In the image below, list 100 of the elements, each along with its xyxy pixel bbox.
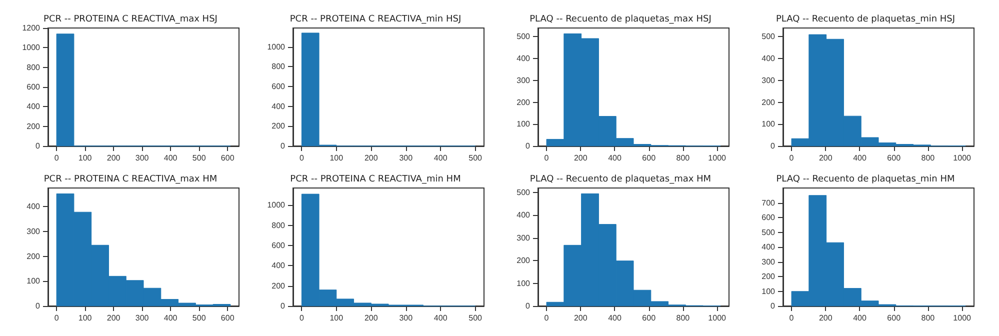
x-tick-label: 1000	[953, 314, 972, 322]
y-tick-label: 400	[762, 242, 776, 252]
y-tick-label: 100	[516, 278, 531, 288]
chart-title: PLAQ -- Recuento de plaquetas_max HSJ	[530, 14, 712, 24]
x-tick-label: 600	[887, 154, 902, 162]
x-tick-label: 100	[330, 314, 344, 322]
x-tick-label: 300	[135, 314, 150, 322]
x-tick-label: 1000	[953, 154, 972, 162]
x-tick-label: 500	[468, 154, 483, 162]
y-tick-label: 200	[762, 272, 776, 281]
y-tick-label: 200	[516, 256, 531, 266]
y-tick-label: 0	[526, 142, 531, 150]
chart-title: PCR -- PROTEINA C REACTIVA_max HSJ	[44, 14, 218, 24]
x-tick-label: 1000	[708, 314, 727, 322]
y-tick-label: 300	[762, 257, 776, 266]
y-tick-label: 200	[272, 122, 286, 131]
x-tick-label: 600	[887, 314, 902, 322]
y-tick-label: 200	[272, 281, 286, 290]
y-tick-label: 100	[762, 120, 776, 129]
y-tick-label: 200	[26, 252, 41, 261]
x-tick-label: 0	[299, 314, 304, 322]
y-tick-label: 600	[272, 82, 286, 92]
x-tick-label: 100	[78, 314, 92, 322]
x-tick-label: 400	[853, 314, 867, 322]
x-tick-label: 300	[399, 314, 414, 322]
x-tick-label: 500	[192, 154, 206, 162]
x-tick-label: 0	[299, 154, 304, 162]
x-tick-label: 200	[106, 314, 121, 322]
x-tick-label: 200	[106, 154, 121, 162]
x-tick-label: 1000	[708, 154, 727, 162]
y-tick-label: 800	[272, 62, 286, 72]
y-tick-label: 0	[770, 302, 776, 310]
chart-title: PCR -- PROTEINA C REACTIVA_min HSJ	[290, 14, 462, 24]
chart-title: PCR -- PROTEINA C REACTIVA_min HM	[290, 174, 461, 184]
y-tick-label: 100	[762, 286, 776, 296]
x-tick-label: 100	[78, 154, 92, 162]
x-tick-label: 600	[642, 314, 656, 322]
x-tick-label: 200	[574, 154, 588, 162]
x-tick-label: 600	[220, 314, 235, 322]
x-tick-label: 600	[220, 154, 235, 162]
x-tick-label: 0	[789, 314, 794, 322]
x-tick-label: 600	[642, 154, 656, 162]
x-tick-label: 800	[676, 154, 690, 162]
x-tick-label: 800	[921, 314, 936, 322]
y-tick-label: 800	[26, 62, 41, 72]
chart-title: PLAQ -- Recuento de plaquetas_min HM	[776, 174, 955, 184]
x-tick-label: 0	[789, 154, 794, 162]
y-tick-label: 200	[762, 98, 776, 107]
y-tick-label: 400	[516, 54, 531, 64]
x-tick-label: 300	[399, 154, 414, 162]
y-tick-label: 800	[272, 220, 286, 230]
y-tick-label: 700	[762, 198, 776, 208]
y-tick-label: 200	[26, 122, 41, 131]
y-tick-label: 400	[26, 202, 41, 212]
x-tick-label: 800	[676, 314, 690, 322]
y-tick-label: 300	[516, 233, 531, 242]
x-tick-label: 0	[544, 154, 550, 162]
y-tick-label: 200	[516, 98, 531, 107]
y-tick-label: 500	[516, 188, 531, 198]
x-tick-label: 0	[544, 314, 550, 322]
x-tick-label: 200	[364, 154, 378, 162]
x-tick-label: 500	[192, 314, 206, 322]
x-tick-label: 800	[921, 154, 936, 162]
x-tick-label: 400	[434, 314, 448, 322]
y-tick-label: 1000	[267, 42, 286, 52]
x-tick-label: 200	[818, 154, 833, 162]
y-tick-label: 400	[272, 102, 286, 111]
x-tick-label: 400	[164, 154, 178, 162]
y-tick-label: 300	[762, 76, 776, 85]
y-tick-label: 1200	[22, 24, 41, 32]
y-tick-label: 300	[26, 226, 41, 236]
x-tick-label: 400	[434, 154, 448, 162]
y-tick-label: 0	[526, 302, 531, 310]
y-tick-label: 1000	[22, 43, 41, 52]
y-tick-label: 300	[516, 76, 531, 85]
y-tick-label: 400	[516, 210, 531, 220]
y-tick-label: 0	[36, 142, 41, 150]
y-tick-label: 400	[26, 102, 41, 112]
x-tick-label: 200	[574, 314, 588, 322]
y-tick-label: 500	[516, 32, 531, 42]
x-tick-label: 200	[818, 314, 833, 322]
x-tick-label: 0	[54, 154, 60, 162]
x-tick-label: 500	[468, 314, 483, 322]
y-tick-label: 0	[280, 142, 286, 150]
y-tick-label: 500	[762, 32, 776, 42]
y-tick-label: 100	[26, 276, 41, 286]
y-tick-label: 0	[280, 302, 286, 310]
y-tick-label: 500	[762, 228, 776, 237]
y-tick-label: 0	[770, 142, 776, 150]
x-tick-label: 400	[853, 154, 867, 162]
x-tick-label: 400	[608, 314, 622, 322]
x-tick-label: 0	[54, 314, 60, 322]
x-tick-label: 200	[364, 314, 378, 322]
y-tick-label: 1000	[267, 200, 286, 210]
chart-title: PLAQ -- Recuento de plaquetas_max HM	[530, 174, 712, 184]
y-tick-label: 400	[272, 261, 286, 270]
y-tick-label: 100	[516, 120, 531, 129]
x-tick-label: 400	[164, 314, 178, 322]
y-tick-label: 400	[762, 54, 776, 64]
y-tick-label: 600	[272, 240, 286, 250]
